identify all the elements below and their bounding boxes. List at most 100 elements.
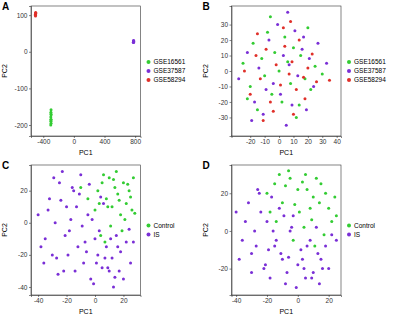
tick-label: 100 bbox=[17, 12, 28, 19]
point bbox=[302, 226, 305, 229]
point bbox=[39, 245, 42, 248]
tick-label: 20 bbox=[221, 190, 229, 197]
point bbox=[309, 239, 312, 242]
point bbox=[57, 273, 60, 276]
point bbox=[327, 267, 330, 270]
panel: A-4000400800-200-1000100PC1PC2GSE16561GS… bbox=[1, 1, 186, 156]
point bbox=[273, 51, 276, 54]
point bbox=[249, 85, 252, 88]
legend-label: GSE58294 bbox=[154, 76, 186, 83]
point bbox=[272, 82, 275, 85]
point bbox=[272, 229, 275, 232]
point bbox=[291, 60, 294, 63]
tick: 0 bbox=[73, 136, 77, 145]
point bbox=[82, 261, 85, 264]
point bbox=[49, 118, 52, 121]
point bbox=[119, 213, 122, 216]
point bbox=[253, 100, 256, 103]
point bbox=[319, 258, 322, 261]
point bbox=[269, 15, 272, 18]
y-axis: -40-20020 bbox=[18, 166, 31, 296]
tick: 20 bbox=[20, 187, 31, 194]
point bbox=[282, 54, 285, 57]
point bbox=[298, 39, 301, 42]
point bbox=[244, 220, 247, 223]
point bbox=[91, 218, 94, 221]
point bbox=[312, 196, 315, 199]
point bbox=[111, 205, 114, 208]
point bbox=[324, 192, 327, 195]
point bbox=[302, 35, 305, 38]
point bbox=[287, 256, 290, 259]
point bbox=[284, 184, 287, 187]
point bbox=[314, 65, 317, 68]
tick-mark bbox=[230, 193, 232, 194]
point bbox=[243, 70, 246, 73]
point bbox=[132, 41, 135, 44]
tick-label: 20 bbox=[221, 37, 229, 44]
tick: 0 bbox=[94, 295, 98, 304]
point bbox=[106, 205, 109, 208]
point bbox=[132, 41, 135, 44]
point bbox=[282, 26, 285, 29]
x-axis: -20-10010203040 bbox=[232, 136, 342, 145]
tick-mark bbox=[230, 40, 232, 41]
point bbox=[310, 218, 313, 221]
point bbox=[103, 241, 106, 244]
point bbox=[292, 113, 295, 116]
point bbox=[269, 277, 272, 280]
tick: 10 bbox=[290, 136, 298, 145]
point bbox=[265, 192, 268, 195]
tick-mark bbox=[230, 231, 232, 232]
tick: 40 bbox=[334, 136, 342, 145]
tick: 0 bbox=[297, 295, 301, 304]
point bbox=[324, 245, 327, 248]
point bbox=[321, 73, 324, 76]
point bbox=[129, 261, 132, 264]
tick-label: -200 bbox=[14, 122, 27, 129]
point bbox=[302, 267, 305, 270]
point bbox=[262, 119, 265, 122]
point bbox=[102, 202, 105, 205]
y-axis-title: PC2 bbox=[202, 223, 209, 237]
point bbox=[96, 189, 99, 192]
point bbox=[122, 181, 125, 184]
x-axis: -4000400800 bbox=[32, 136, 142, 145]
point bbox=[255, 245, 258, 248]
legend: GSE16561GSE37587GSE58294 bbox=[347, 58, 386, 83]
tick: 0 bbox=[24, 219, 31, 226]
panel: B-20-10010203040-30-20-100102030PC1PC2GS… bbox=[202, 1, 387, 156]
point bbox=[285, 124, 288, 127]
point bbox=[250, 252, 253, 255]
point bbox=[279, 252, 282, 255]
point bbox=[278, 207, 281, 210]
point bbox=[125, 241, 128, 244]
point bbox=[78, 192, 81, 195]
point bbox=[318, 282, 321, 285]
point bbox=[111, 257, 114, 260]
point bbox=[112, 285, 115, 288]
tick: 10 bbox=[221, 52, 232, 59]
axis-line bbox=[230, 7, 233, 137]
point bbox=[122, 277, 125, 280]
point bbox=[269, 100, 272, 103]
tick-label: 800 bbox=[130, 138, 141, 145]
point bbox=[299, 54, 302, 57]
plot-frame bbox=[232, 165, 342, 295]
y-axis: -30-20-100102030 bbox=[219, 7, 232, 137]
tick: -40 bbox=[18, 284, 31, 291]
point bbox=[293, 29, 296, 32]
legend-label: Control bbox=[154, 222, 176, 229]
point bbox=[81, 224, 84, 227]
tick-mark bbox=[29, 191, 31, 192]
point bbox=[318, 201, 321, 204]
legend-marker bbox=[147, 78, 151, 82]
point bbox=[115, 234, 118, 237]
point bbox=[283, 35, 286, 38]
tick: -40 bbox=[34, 295, 44, 304]
tick: -40 bbox=[232, 295, 242, 304]
point bbox=[313, 245, 316, 248]
point bbox=[76, 245, 79, 248]
tick-label: 10 bbox=[290, 138, 298, 145]
point bbox=[296, 263, 299, 266]
